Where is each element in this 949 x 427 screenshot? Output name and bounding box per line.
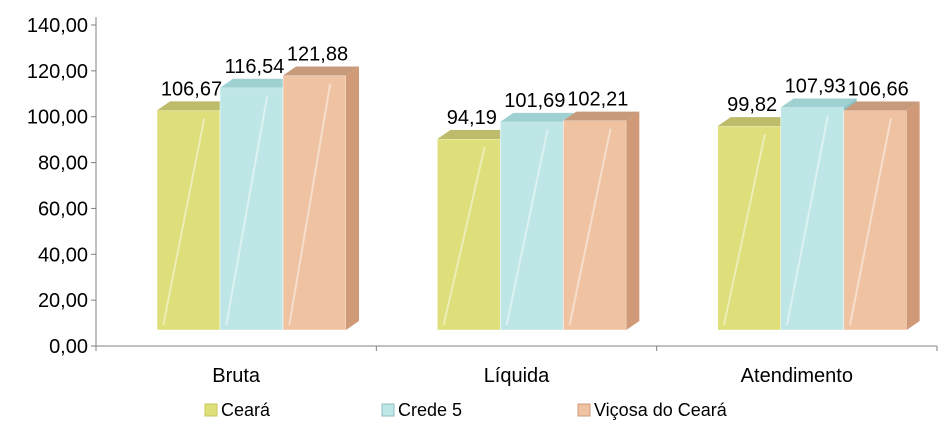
bar-top — [437, 130, 514, 140]
bar-top — [220, 78, 296, 88]
bar-top — [717, 117, 794, 127]
y-tick-label: 120,00 — [27, 61, 88, 83]
bar-top — [563, 111, 640, 121]
bar-front — [219, 87, 284, 331]
data-label: 94,19 — [447, 107, 497, 129]
data-label: 116,54 — [225, 56, 285, 78]
bar — [282, 66, 359, 331]
bar-sheen — [785, 115, 829, 326]
bar-front — [437, 138, 501, 331]
data-label: 106,66 — [848, 78, 909, 100]
bar-top — [500, 112, 577, 122]
bar-sheen — [288, 83, 332, 326]
bar-front — [843, 110, 907, 331]
bar-sheen — [442, 146, 486, 326]
legend-label: Ceará — [221, 400, 271, 420]
legend-item: Ceará — [204, 400, 271, 420]
bar-front — [500, 121, 564, 331]
bar-front — [282, 75, 347, 331]
data-label: 102,21 — [567, 89, 628, 111]
bar-front — [780, 107, 844, 331]
x-tick-label: Atendimento — [741, 365, 853, 387]
data-label: 107,93 — [785, 76, 846, 98]
x-tick-label: Líquida — [484, 365, 550, 387]
y-tick-label: 20,00 — [38, 290, 88, 312]
data-label: 106,67 — [161, 78, 222, 100]
data-label: 121,88 — [287, 44, 348, 66]
legend-swatch — [381, 403, 395, 417]
x-tick-label: Bruta — [212, 365, 261, 387]
y-tick-label: 80,00 — [38, 153, 88, 175]
bar-side — [906, 101, 920, 331]
bar-front — [563, 120, 627, 331]
bar-sheen — [848, 118, 892, 326]
legend-item: Viçosa do Ceará — [577, 400, 728, 420]
bar-top — [780, 98, 857, 108]
chart-bars — [156, 66, 920, 331]
legend-swatch — [577, 403, 591, 417]
bar-sheen — [568, 128, 612, 326]
bar — [843, 101, 920, 331]
y-tick-label: 40,00 — [38, 244, 88, 266]
y-tick-label: 0,00 — [49, 336, 88, 358]
y-tick-label: 60,00 — [38, 198, 88, 220]
bar-sheen — [722, 133, 766, 326]
y-tick-label: 140,00 — [27, 15, 88, 37]
bar-sheen — [162, 118, 206, 326]
bar-top — [843, 101, 920, 111]
bar-top — [283, 66, 359, 76]
bar — [563, 111, 640, 331]
bar-front — [156, 110, 221, 331]
y-tick-label: 100,00 — [27, 107, 88, 129]
bar-side — [626, 111, 640, 331]
chart-axes: 0,00 20,00 40,00 60,00 80,00 100,00 120,00 140,… — [27, 15, 938, 387]
bar-top — [157, 101, 233, 111]
data-label: 99,82 — [727, 94, 777, 116]
legend-label: Viçosa do Ceará — [594, 400, 728, 420]
legend-label: Crede 5 — [398, 400, 462, 420]
bar-side — [346, 66, 359, 330]
legend-item: Crede 5 — [381, 400, 462, 420]
bar-sheen — [505, 129, 549, 326]
bar-sheen — [225, 95, 269, 326]
chart-legend: Ceará Crede 5 Viçosa do Ceará — [204, 400, 728, 420]
data-label: 101,69 — [504, 90, 565, 112]
bar-front — [717, 125, 781, 331]
legend-swatch — [204, 403, 218, 417]
